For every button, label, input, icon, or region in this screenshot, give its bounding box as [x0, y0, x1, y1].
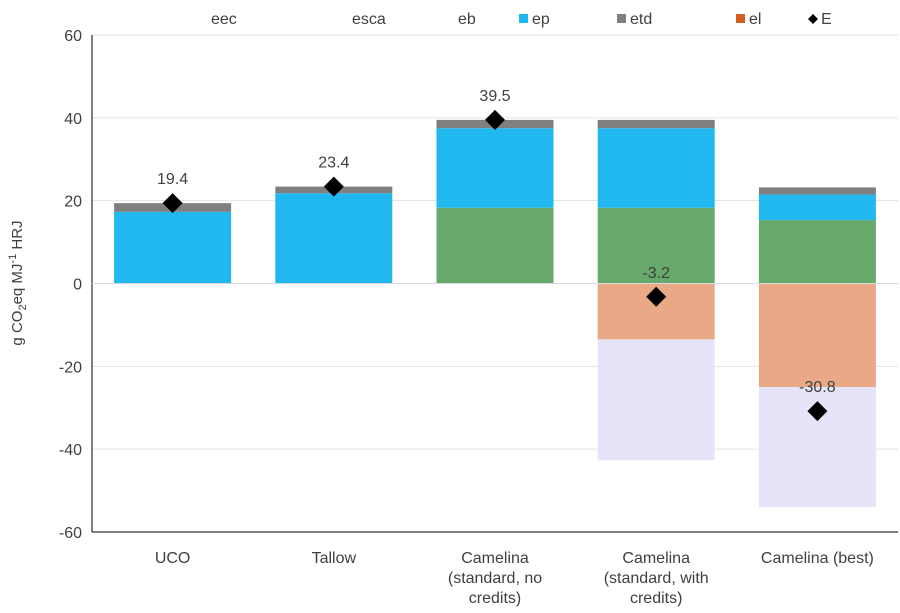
data-label: 19.4: [157, 171, 188, 188]
legend-swatch-ep: [519, 14, 528, 23]
data-labels: 19.4 23.4 39.5 -3.2 -30.8: [157, 88, 836, 396]
y-tick-label: -60: [59, 525, 82, 542]
data-label: -30.8: [799, 379, 836, 396]
y-tick-label: 40: [64, 111, 82, 128]
legend-label-eec: eec: [211, 11, 237, 28]
legend-swatch-el: [736, 14, 745, 23]
x-tick-labels: UCO Tallow Camelina (standard, no credits) Ca…: [155, 550, 874, 607]
total-marker: [807, 401, 828, 422]
bars: [114, 119, 876, 508]
y-tick-label: -40: [59, 442, 82, 459]
bar-segment-eec: [758, 220, 876, 284]
legend-label-esca: esca: [352, 11, 386, 28]
total-marker: [323, 176, 344, 197]
bar-segment-etd: [597, 119, 715, 129]
y-axis-label: g CO2eq MJ-1 HRJ: [7, 220, 29, 345]
total-marker: [162, 193, 183, 214]
x-tick-label: Tallow: [312, 550, 357, 567]
y-tick-label: -20: [59, 359, 82, 376]
y-tick-label: 60: [64, 28, 82, 45]
data-label: 23.4: [318, 155, 349, 172]
y-tick-label: 20: [64, 194, 82, 211]
bar-segment-ep: [758, 194, 876, 221]
data-label: 39.5: [479, 88, 510, 105]
bar-segment-esca: [758, 283, 876, 388]
total-marker: [485, 109, 505, 130]
x-tick-label: Camelina (best): [761, 550, 874, 567]
bar-segment-ep: [114, 211, 232, 284]
x-tick-label: Camelina (standard, no credits): [448, 550, 542, 607]
legend-label-ep: ep: [532, 11, 550, 28]
bar-segment-eec: [597, 207, 715, 284]
legend-label-etd: etd: [630, 11, 652, 28]
bar-segment-etd: [758, 187, 876, 195]
y-tick-label: 0: [73, 277, 82, 294]
total-markers: [162, 109, 828, 422]
data-label: -3.2: [642, 265, 670, 282]
legend-swatch-etd: [617, 14, 626, 23]
y-tick-labels: 60 40 20 0 -20 -40 -60: [59, 28, 82, 542]
bar-segment-eec: [436, 207, 554, 284]
bar-segment-ep: [436, 128, 554, 208]
bar-segment-eb: [597, 339, 715, 461]
bar-segment-ep: [597, 128, 715, 208]
x-tick-label: UCO: [155, 550, 191, 567]
legend-label-E: E: [821, 11, 832, 28]
legend-label-el: el: [749, 11, 761, 28]
legend: eec esca eb ep etd el E: [211, 11, 832, 28]
axes: [91, 35, 898, 532]
legend-swatch-E: [808, 14, 818, 24]
bar-segment-ep: [275, 193, 393, 284]
total-marker: [646, 286, 667, 307]
x-tick-label: Camelina (standard, with credits): [604, 550, 709, 607]
legend-label-eb: eb: [458, 11, 476, 28]
